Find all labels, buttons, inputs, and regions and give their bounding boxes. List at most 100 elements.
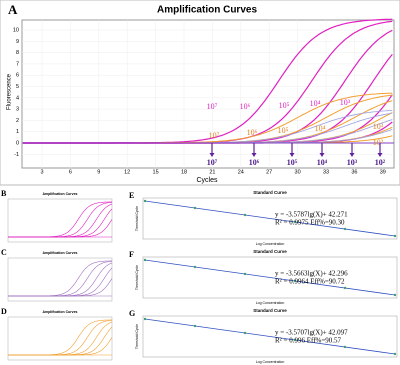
curve-label: 10⁵ <box>278 126 289 135</box>
arrow-label: 10³ <box>347 158 358 167</box>
x-tick-label: 6 <box>69 169 72 175</box>
y-tick-label: 6 <box>16 73 19 79</box>
y-tick-label: 10 <box>13 27 19 33</box>
arrow-head <box>289 153 295 157</box>
y-tick-label: 9 <box>16 39 19 45</box>
point <box>243 331 247 335</box>
panel-letter: G <box>129 309 135 318</box>
panel-letter: D <box>1 307 7 316</box>
y-tick-label: 1 <box>16 129 19 135</box>
x-tick-label: 9 <box>97 169 100 175</box>
y-tick-label: 5 <box>16 84 19 90</box>
curve-label: 10³ <box>340 98 351 107</box>
panel-letter: A <box>8 2 18 17</box>
panel-letter: E <box>129 191 134 200</box>
curve-label: 10⁶ <box>240 102 251 111</box>
x-label: Cycles <box>196 177 218 184</box>
fit-stats: R² = 0.9975 Eff%=90.30 <box>275 219 345 227</box>
x-tick-label: 21 <box>209 169 215 175</box>
point <box>193 265 197 269</box>
panel-title: Amplification Curves <box>42 251 77 255</box>
curve-label: 10⁶ <box>247 128 258 137</box>
x-tick-label: 33 <box>323 169 329 175</box>
point <box>193 324 197 328</box>
point <box>143 317 147 321</box>
y-label: Threshold Cycle <box>135 324 139 349</box>
point <box>393 293 397 297</box>
x-tick-label: 27 <box>266 169 272 175</box>
panel-letter: C <box>1 248 7 257</box>
arrow-label: 10⁶ <box>249 158 260 167</box>
fit-stats: R² = 0.9964 Eff%=90.72 <box>275 278 345 286</box>
curve-label: 10² <box>373 138 384 147</box>
plot-area <box>7 316 113 361</box>
point <box>143 258 147 262</box>
panel-title: Amplification Curves <box>157 5 257 16</box>
point <box>243 272 247 276</box>
panel-letter: B <box>1 189 7 198</box>
point <box>393 352 397 356</box>
point <box>143 199 147 203</box>
y-tick-label: 0 <box>16 140 19 146</box>
plot-area <box>7 198 113 243</box>
arrow-label: 10⁷ <box>207 158 218 167</box>
panel-title: Standard Curve <box>253 190 287 195</box>
x-tick-label: 24 <box>238 169 244 175</box>
x-tick-label: 18 <box>181 169 187 175</box>
y-tick-label: 8 <box>16 50 19 56</box>
fit-line <box>144 259 396 296</box>
equation: y = -3.5787lg(X)+ 42.271 <box>275 211 348 219</box>
arrow-head <box>349 153 355 157</box>
point <box>343 345 347 349</box>
panel-title: Standard Curve <box>253 308 287 313</box>
x-tick-label: 30 <box>295 169 301 175</box>
curve-label: 10⁷ <box>209 131 220 140</box>
panel-title: Amplification Curves <box>42 310 77 314</box>
arrow-label: 10⁴ <box>317 158 328 167</box>
x-tick-label: 36 <box>351 169 357 175</box>
arrow-head <box>251 153 257 157</box>
arrow-head <box>377 153 383 157</box>
y-tick-label: 7 <box>16 61 19 67</box>
y-label: Fluorescence <box>7 73 13 110</box>
point <box>293 279 297 283</box>
curve-label: 10⁷ <box>207 102 218 111</box>
x-tick-label: 39 <box>380 169 386 175</box>
equation: y = -3.5707lg(X)+ 42.097 <box>275 329 348 337</box>
y-tick-label: 2 <box>16 118 19 124</box>
panel-letter: F <box>129 250 134 259</box>
panel-title: Standard Curve <box>253 249 287 254</box>
point <box>393 234 397 238</box>
arrow-head <box>319 153 325 157</box>
y-tick-label: -1 <box>14 152 19 158</box>
point <box>293 338 297 342</box>
arrow-label: 10² <box>375 158 386 167</box>
equation: y = -3.5663lg(X)+ 42.296 <box>275 270 348 278</box>
x-label: Log Concentration <box>256 301 285 305</box>
plot-area <box>7 257 113 302</box>
x-tick-label: 15 <box>153 169 159 175</box>
y-label: Threshold Cycle <box>135 206 139 231</box>
curve-label: 10³ <box>373 122 384 131</box>
x-tick-label: 12 <box>124 169 130 175</box>
y-label: Threshold Cycle <box>135 265 139 290</box>
arrow-head <box>209 153 215 157</box>
y-tick-label: 3 <box>16 107 19 113</box>
x-label: Log Concentration <box>256 360 285 364</box>
curve-label: 10⁵ <box>279 101 290 110</box>
curve-label: 10⁴ <box>315 124 326 133</box>
fit-stats: R² = 0.996 Eff%=90.57 <box>275 337 342 345</box>
point <box>243 213 247 217</box>
plot-area <box>21 19 395 169</box>
arrow-label: 10⁵ <box>287 158 298 167</box>
point <box>343 286 347 290</box>
fit-line <box>144 200 396 237</box>
panel-title: Amplification Curves <box>42 192 77 196</box>
fit-line <box>144 318 396 355</box>
point <box>193 206 197 210</box>
point <box>293 220 297 224</box>
y-tick-label: 4 <box>16 95 19 101</box>
point <box>343 227 347 231</box>
